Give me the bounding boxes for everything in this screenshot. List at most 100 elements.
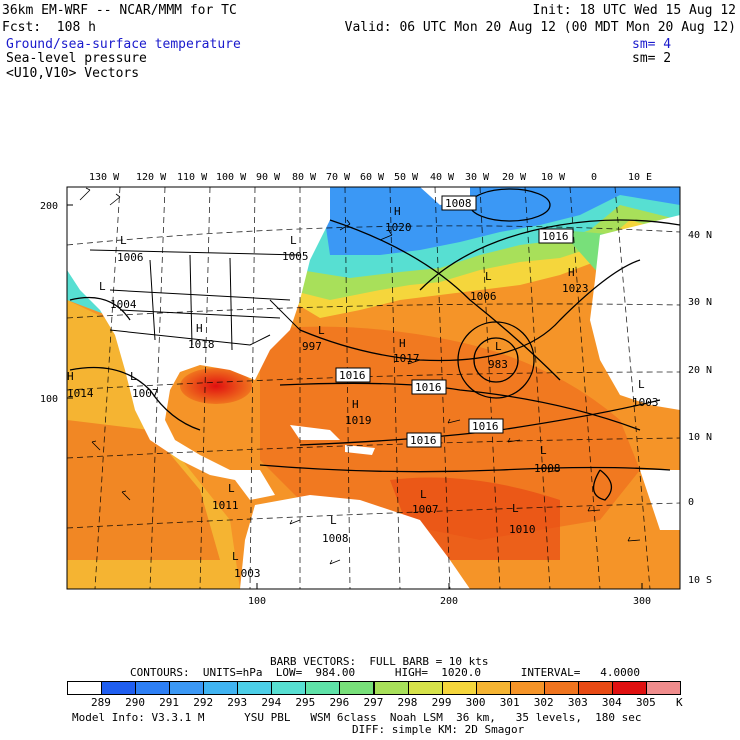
colorbar-swatch [305, 681, 341, 695]
x-grid-tick: 100 [248, 596, 266, 607]
lat-label: 10 S [688, 575, 712, 586]
field-slp-smoothing: sm= 2 [632, 51, 672, 66]
x-grid-tick: 300 [633, 596, 651, 607]
contours-legend: CONTOURS: UNITS=hPa LOW= 984.00 HIGH= 10… [130, 666, 640, 679]
colorbar-swatch [339, 681, 375, 695]
lat-label: 30 N [688, 297, 712, 308]
low-letter: L [130, 370, 137, 383]
colorbar-swatch [271, 681, 307, 695]
colorbar-swatch [169, 681, 205, 695]
colorbar-tick-label: 304 [601, 696, 622, 709]
low-value: 1003 [234, 567, 261, 580]
low-value: 983 [488, 358, 508, 371]
field-vectors-label: <U10,V10> Vectors [6, 66, 140, 81]
lon-label: 60 W [360, 172, 385, 183]
contour-box-label: 1016 [415, 381, 442, 394]
colorbar-swatch [373, 681, 409, 695]
contour-box-label: 1016 [339, 369, 366, 382]
y-grid-tick: 200 [40, 201, 58, 212]
lat-label: 40 N [688, 230, 712, 241]
low-value: 1010 [509, 523, 536, 536]
grid-axis-labels: 100 200 300 200 100 [40, 201, 651, 607]
low-value: 1007 [132, 387, 159, 400]
lon-label: 130 W [89, 172, 120, 183]
low-letter: L [540, 444, 547, 457]
colorbar-swatch [67, 681, 103, 695]
colorbar-swatch [135, 681, 171, 695]
high-letter: H [568, 266, 575, 279]
colorbar-tick-label: 294 [261, 696, 282, 709]
high-letter: H [352, 398, 359, 411]
high-value: 1019 [345, 414, 372, 427]
high-value: 1018 [188, 338, 215, 351]
low-letter: L [330, 514, 337, 527]
colorbar-swatch [101, 681, 137, 695]
lat-label: 0 [688, 497, 694, 508]
lon-label: 10 W [541, 172, 566, 183]
latitude-labels: 40 N 30 N 20 N 10 N 0 10 S [688, 230, 712, 586]
contour-box-label: 1016 [542, 230, 569, 243]
high-value: 1020 [385, 221, 412, 234]
field-slp-label: Sea-level pressure [6, 51, 147, 66]
longitude-labels: 130 W 120 W 110 W 100 W 90 W 80 W 70 W 6… [89, 172, 652, 183]
colorbar-tick-label: 305 [635, 696, 656, 709]
colorbar-swatch [543, 681, 579, 695]
low-value: 1011 [212, 499, 239, 512]
low-letter: L [99, 280, 106, 293]
lon-label: 40 W [430, 172, 455, 183]
colorbar-tick-label: 290 [125, 696, 145, 709]
lon-label: 90 W [256, 172, 281, 183]
lon-label: 0 [591, 172, 597, 183]
sst-field [67, 187, 680, 589]
low-letter: L [290, 234, 297, 247]
init-time: Init: 18 UTC Wed 15 Aug 12 [532, 3, 737, 18]
lat-label: 10 N [688, 432, 712, 443]
low-letter: L [485, 270, 492, 283]
low-value: 1005 [282, 250, 309, 263]
valid-time: Valid: 06 UTC Mon 20 Aug 12 (00 MDT Mon … [344, 20, 736, 35]
barb-vectors-legend: BARB VECTORS: FULL BARB = 10 kts [270, 655, 489, 668]
lon-label: 80 W [292, 172, 317, 183]
colorbar-swatch [475, 681, 511, 695]
colorbar-swatch [611, 681, 647, 695]
colorbar-tick-label: 291 [159, 696, 180, 709]
colorbar-unit: K [676, 696, 683, 709]
low-value: 1004 [110, 298, 137, 311]
forecast-hour: Fcst: 108 h [2, 20, 96, 35]
high-letter: H [67, 370, 74, 383]
colorbar-swatch [407, 681, 443, 695]
high-letter: H [196, 322, 203, 335]
colorbar-swatch [441, 681, 477, 695]
lon-label: 50 W [394, 172, 419, 183]
low-letter: L [638, 378, 645, 391]
lon-label: 30 W [465, 172, 490, 183]
contour-label-boxes: 1008 1016 1016 1016 1016 1016 [335, 195, 574, 448]
x-grid-tick: 200 [440, 596, 458, 607]
low-value: 1008 [322, 532, 349, 545]
lon-label: 10 E [628, 172, 652, 183]
y-grid-tick: 100 [40, 394, 58, 405]
colorbar-swatch [577, 681, 613, 695]
colorbar-swatch [645, 681, 681, 695]
lon-label: 20 W [502, 172, 527, 183]
colorbar-tick-label: 298 [397, 696, 418, 709]
lon-label: 120 W [136, 172, 167, 183]
contour-box-label: 1008 [445, 197, 472, 210]
colorbar-tick-label: 296 [329, 696, 350, 709]
colorbar-tick-label: 299 [431, 696, 452, 709]
lon-label: 100 W [216, 172, 247, 183]
low-letter: L [228, 482, 235, 495]
model-info-diffusion: DIFF: simple KM: 2D Smagor [352, 723, 525, 736]
colorbar-swatch [509, 681, 545, 695]
low-value: 997 [302, 340, 322, 353]
colorbar-swatch [237, 681, 273, 695]
colorbar-tick-label: 292 [193, 696, 214, 709]
low-letter: L [495, 340, 502, 353]
colorbar-tick-label: 300 [465, 696, 486, 709]
colorbar-tick-label: 289 [91, 696, 111, 709]
low-value: 1003 [632, 396, 659, 409]
high-letter: H [399, 337, 406, 350]
contour-box-label: 1016 [472, 420, 499, 433]
model-title: 36km EM-WRF -- NCAR/MMM for TC [2, 3, 237, 18]
